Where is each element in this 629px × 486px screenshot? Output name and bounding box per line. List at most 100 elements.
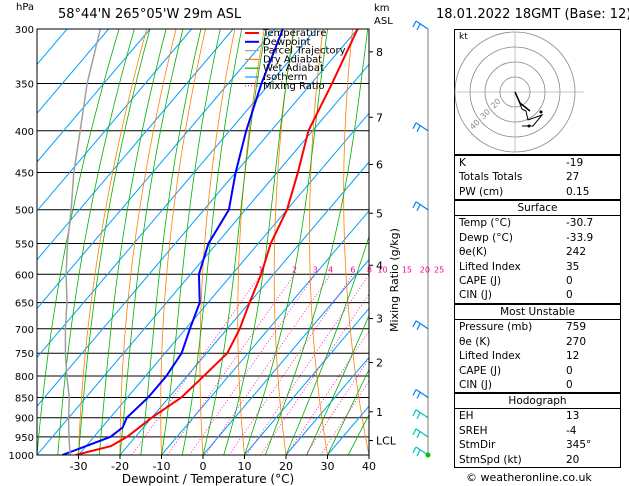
isotherm-line [161,210,369,455]
surface-row: Temp (°C) -30.7 [455,216,620,230]
unstable-key: θe (K) [459,335,491,348]
pressure-tick-label: 400 [15,127,34,138]
km-tick-label: 1 [376,406,383,419]
wind-barb [415,20,429,30]
hpa-unit-label: hPa [16,2,35,13]
surface-row: CAPE (J) 0 [455,274,620,288]
mixing-ratio-label: 10 [377,265,387,274]
legend-item: Temperature [262,28,326,39]
wet-adiabat-line [140,29,202,455]
wind-barb-flag [416,449,421,457]
surface-value: 0 [566,274,573,287]
wind-barb [415,201,429,211]
index-value: 0.15 [566,185,590,198]
x-tick-label: 30 [321,460,335,473]
isotherm-line [37,29,317,359]
unstable-value: 759 [566,321,587,334]
wind-barb-flag [412,446,417,454]
dry-adiabat-line [237,29,265,455]
asl-unit-label: ASL [374,16,393,27]
unstable-value: 270 [566,335,587,348]
hodograph-kt-label: kt [459,32,468,42]
isotherm-line [37,29,275,310]
wet-adiabat-line [78,29,151,455]
isotherm-line [285,356,369,455]
km-tick-label: 8 [376,46,383,59]
wet-adiabat-line [57,29,135,455]
surface-value: -33.9 [566,231,594,244]
unstable-row: Pressure (mb) 759 [455,320,620,334]
unstable-row: θe (K) 270 [455,335,620,349]
surface-key: Dewp (°C) [459,231,513,244]
mixing-ratio-line [131,274,262,455]
km-tick-label: 3 [376,313,383,326]
x-tick-label: 20 [279,460,293,473]
pressure-tick-label: 650 [15,299,34,310]
legend-item: Parcel Trajectory [263,46,346,57]
x-tick-label: 0 [200,460,207,473]
hodograph-row: SREH -4 [455,424,620,438]
surface-key: Temp (°C) [459,217,512,230]
wind-barb-flag [412,122,417,130]
mixing-ratio-label: 25 [434,265,444,274]
wind-barb [415,320,429,330]
surface-row: θe(K) 242 [455,245,620,259]
x-tick-label: 10 [238,460,252,473]
isotherm-line [37,29,192,212]
surface-key: CAPE (J) [459,274,502,287]
hodograph-key: EH [459,410,474,423]
surface-row: Dewp (°C) -33.9 [455,231,620,245]
wind-barb-flag [416,392,421,399]
hodograph-storm-vector [514,91,531,112]
index-key: K [459,157,466,169]
wind-barb-flag [412,20,417,28]
series-dewpoint [61,29,284,455]
hodograph-value: 345° [566,439,592,452]
wind-barb-flag [416,431,421,439]
surface-key: CIN (J) [459,289,492,302]
legend-item: Dewpoint [263,37,311,48]
pressure-tick-label: 700 [15,325,34,336]
pressure-tick-label: 750 [15,349,34,360]
surface-value: 35 [566,260,580,273]
dry-adiabat-line [160,29,206,455]
surface-wind-dot [425,452,431,458]
wind-barb-flag [416,412,421,419]
wet-adiabat-line [119,29,184,455]
wet-adiabat-line [306,314,369,455]
isotherm-line [37,29,358,407]
index-value: -19 [566,157,584,169]
mixing-ratio-label: 1 [258,265,263,274]
isotherm-line [78,112,369,455]
isotherm-line [244,307,369,455]
isotherm-line [119,161,369,455]
pressure-tick-label: 600 [15,270,34,281]
legend-item: Dry Adiabat [263,54,322,65]
location-title: 58°44'N 265°05'W 29m ASL [58,7,242,22]
hodograph-row: StmDir 345° [455,438,620,452]
km-tick-label: 7 [376,111,383,124]
pressure-tick-label: 550 [15,239,34,250]
dry-adiabat-line [309,29,328,455]
mixing-ratio-label: 15 [402,265,412,274]
km-unit-label: km [374,3,390,14]
wind-barb [415,122,429,132]
x-tick-label: -20 [111,460,129,473]
series-temperature [75,29,359,455]
hodograph-point [539,110,543,114]
pressure-tick-label: 800 [15,372,34,383]
wet-adiabat-line [202,29,267,455]
unstable-key: CIN (J) [459,378,492,391]
legend-item: Mixing Ratio [263,81,325,92]
pressure-tick-label: 350 [15,80,34,91]
wet-adiabat-line [37,29,120,455]
unstable-row: CIN (J) 0 [455,378,620,392]
wet-adiabat-line [264,29,369,455]
x-axis-label: Dewpoint / Temperature (°C) [122,472,294,486]
mixing-ratio-label: 2 [292,265,297,274]
surface-value: 242 [566,246,587,259]
wet-adiabat-line [327,368,369,455]
hodograph-value: -4 [566,424,577,437]
unstable-value: 0 [566,378,573,391]
